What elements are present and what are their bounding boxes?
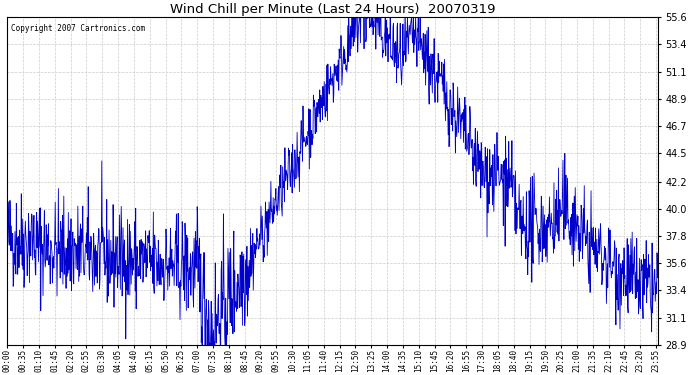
Text: Copyright 2007 Cartronics.com: Copyright 2007 Cartronics.com [10, 24, 145, 33]
Title: Wind Chill per Minute (Last 24 Hours)  20070319: Wind Chill per Minute (Last 24 Hours) 20… [170, 3, 495, 16]
